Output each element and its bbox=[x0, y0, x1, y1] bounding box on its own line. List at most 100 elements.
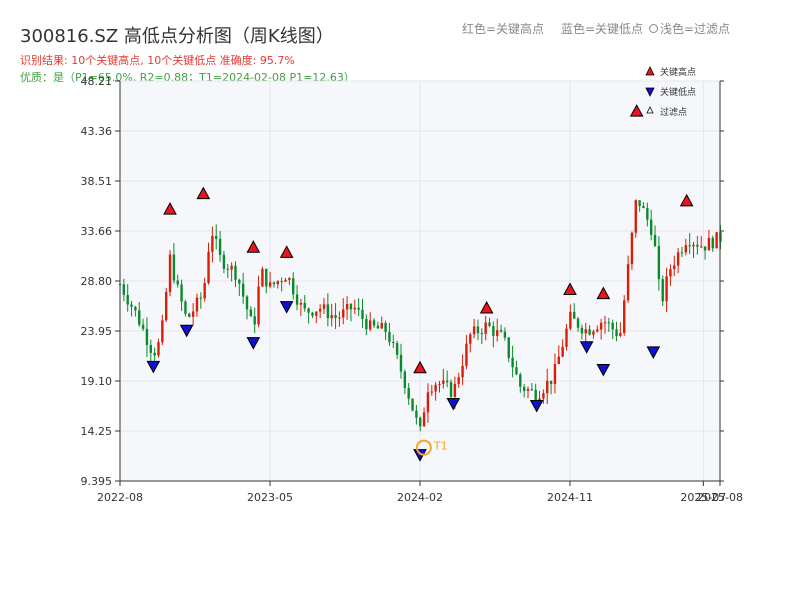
candle-down bbox=[253, 316, 256, 325]
candle-up bbox=[438, 383, 441, 385]
candle-up bbox=[592, 331, 595, 335]
key-high-marker bbox=[563, 282, 577, 295]
candle-down bbox=[646, 208, 649, 220]
legend-red-note: 红色=关键高点 bbox=[462, 22, 545, 36]
candle-up bbox=[596, 329, 599, 332]
candle-down bbox=[292, 278, 295, 295]
candle-down bbox=[580, 327, 584, 334]
candle-up bbox=[634, 200, 637, 233]
candle-up bbox=[623, 300, 626, 334]
t1-label: T1 bbox=[433, 440, 448, 453]
key-high-marker bbox=[163, 202, 177, 215]
candle-down bbox=[280, 281, 283, 283]
candle-up bbox=[538, 398, 541, 402]
candle-down bbox=[507, 337, 510, 358]
candle-down bbox=[122, 284, 126, 295]
candle-up bbox=[715, 232, 718, 249]
candle-down bbox=[419, 417, 422, 427]
candle-down bbox=[188, 313, 191, 317]
legend-light-label: 浅色=过滤点 bbox=[660, 22, 731, 36]
candle-down bbox=[519, 374, 522, 387]
y-tick-label: 28.80 bbox=[81, 275, 113, 288]
candle-up bbox=[665, 276, 668, 302]
legend-light-note: 浅色=过滤点 bbox=[649, 20, 730, 37]
candle-up bbox=[673, 265, 676, 270]
candle-down bbox=[703, 246, 707, 251]
candle-down bbox=[295, 294, 299, 305]
key-high-marker bbox=[246, 240, 261, 253]
x-tick-label: 2022-08 bbox=[97, 491, 143, 504]
candle-down bbox=[199, 297, 203, 299]
candle-up bbox=[315, 311, 318, 316]
circle-outline-icon bbox=[649, 24, 658, 33]
candle-down bbox=[395, 343, 399, 355]
candle-down bbox=[311, 312, 314, 316]
candle-down bbox=[649, 219, 653, 235]
candle-up bbox=[368, 320, 372, 330]
candle-down bbox=[657, 245, 661, 280]
y-tick-label: 33.66 bbox=[81, 225, 113, 238]
candle-down bbox=[415, 410, 418, 418]
candle-down bbox=[688, 245, 691, 247]
candle-up bbox=[434, 384, 437, 392]
candle-up bbox=[457, 377, 460, 384]
key-high-marker bbox=[596, 286, 611, 300]
y-axis-ticks: 9.395 14.25 19.10 23.95 28.80 33.66 38.51 43.36… bbox=[81, 75, 724, 488]
candlesticks bbox=[118, 199, 722, 432]
candle-up bbox=[553, 364, 557, 385]
candle-up bbox=[268, 282, 272, 287]
candle-down bbox=[653, 234, 657, 246]
candle-up bbox=[380, 322, 383, 329]
candle-down bbox=[326, 304, 330, 319]
y-tick-label: 19.10 bbox=[81, 375, 113, 388]
candle-up bbox=[584, 329, 587, 334]
legend-label: 过滤点 bbox=[660, 106, 687, 118]
candle-down bbox=[245, 296, 249, 310]
chart-title: 300816.SZ 高低点分析图（周K线图） bbox=[20, 26, 334, 47]
candle-up bbox=[626, 264, 630, 301]
candle-down bbox=[272, 282, 276, 285]
legend-label: 关键高点 bbox=[660, 66, 696, 78]
candle-down bbox=[511, 357, 514, 368]
y-tick-label: 43.36 bbox=[81, 125, 113, 138]
candle-down bbox=[503, 331, 507, 338]
key-high-marker bbox=[279, 245, 294, 258]
candle-down bbox=[361, 309, 364, 319]
candle-down bbox=[388, 331, 391, 343]
legend-label: 关键低点 bbox=[660, 86, 696, 98]
candle-down bbox=[153, 352, 156, 356]
key-low-marker bbox=[146, 360, 161, 374]
candle-up bbox=[322, 304, 326, 309]
key-point-markers: T1 bbox=[146, 104, 694, 462]
candle-down bbox=[499, 330, 503, 332]
candle-up bbox=[191, 311, 195, 317]
candle-down bbox=[218, 238, 222, 255]
candle-down bbox=[445, 380, 449, 383]
candle-up bbox=[484, 322, 487, 334]
x-tick-label: 2025-08 bbox=[697, 491, 743, 504]
candle-down bbox=[357, 307, 360, 310]
key-low-marker bbox=[179, 324, 194, 338]
y-tick-label: 23.95 bbox=[81, 325, 113, 338]
candle-down bbox=[307, 308, 310, 313]
candle-up bbox=[465, 343, 468, 366]
candle-down bbox=[588, 329, 591, 335]
candle-up bbox=[430, 391, 433, 393]
candle-down bbox=[180, 284, 183, 302]
y-tick-label: 48.21 bbox=[81, 75, 113, 88]
key-low-marker bbox=[529, 400, 544, 413]
candle-down bbox=[349, 303, 353, 310]
candle-down bbox=[184, 301, 187, 314]
candle-down bbox=[303, 302, 306, 309]
candle-down bbox=[407, 387, 410, 399]
candle-up bbox=[257, 286, 260, 325]
candle-down bbox=[215, 235, 218, 239]
x-tick-label: 2025-07 bbox=[680, 491, 726, 504]
candle-up bbox=[338, 317, 341, 319]
candle-down bbox=[492, 326, 495, 336]
candle-up bbox=[546, 380, 549, 394]
candle-up bbox=[472, 326, 476, 335]
candle-down bbox=[149, 345, 152, 353]
candle-down bbox=[234, 265, 237, 280]
